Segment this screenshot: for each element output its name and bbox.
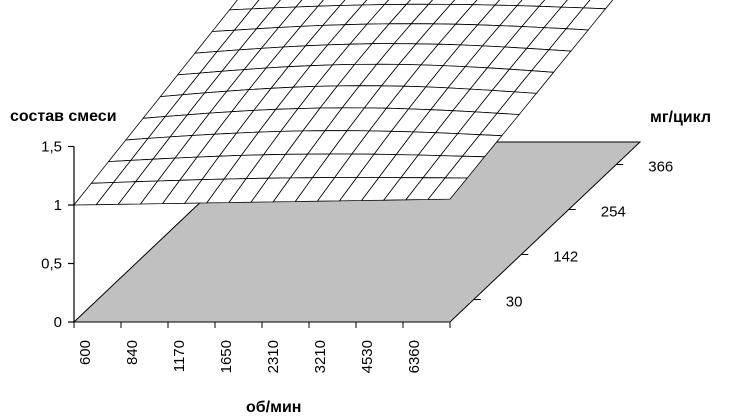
z-tick-label: 0 <box>54 314 62 331</box>
chart-surface-layer <box>73 0 614 206</box>
x-tick-label: 4530 <box>359 340 376 373</box>
x-tick-label: 1650 <box>218 340 235 373</box>
y-tick-label: 254 <box>601 204 626 221</box>
y-tick-label: 142 <box>553 249 578 266</box>
z-tick-label: 1,5 <box>41 139 62 156</box>
z-tick-label: 0,5 <box>41 256 62 273</box>
chart-label-layer: 0 0,5 1 1,5 600 840 1170 1650 2310 3210 4530 6360 30… <box>10 108 711 416</box>
z-tick-label: 1 <box>54 197 62 214</box>
x-tick-label: 840 <box>124 340 141 365</box>
x-axis-title: об/мин <box>246 399 301 416</box>
y-axis-title: мг/цикл <box>650 109 711 126</box>
y-tick-label: 366 <box>648 159 673 176</box>
x-tick-label: 3210 <box>312 340 329 373</box>
z-axis-title: состав смеси <box>10 108 117 125</box>
x-tick-label: 600 <box>77 340 94 365</box>
x-tick-label: 2310 <box>265 340 282 373</box>
x-tick-label: 6360 <box>406 340 423 373</box>
y-tick-label: 30 <box>506 294 523 311</box>
x-tick-label: 1170 <box>171 340 188 372</box>
surface-cell <box>73 182 115 206</box>
chart-axis-layer <box>68 145 624 328</box>
